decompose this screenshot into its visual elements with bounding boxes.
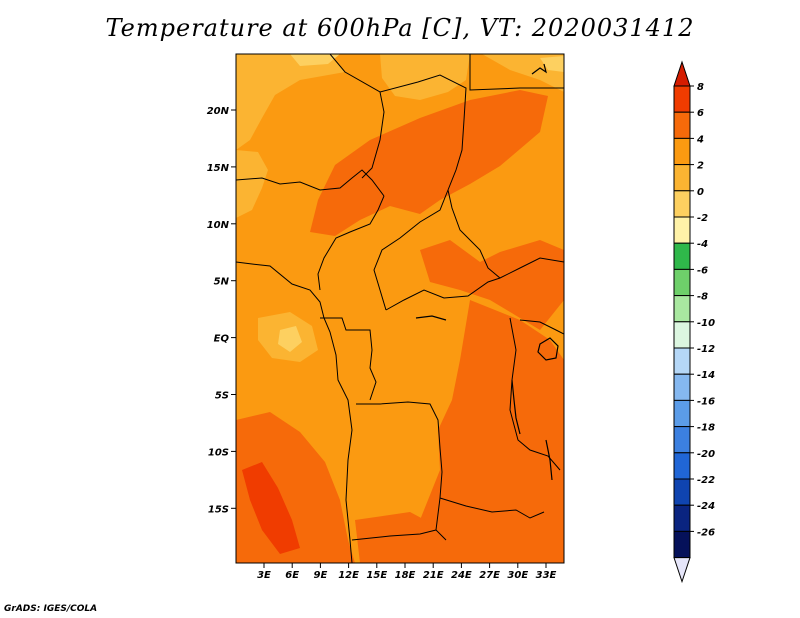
colorbar: 8 6 4 2 0 -2 -4 -6 -8 -10 -12 -14 -16 -18 -20 -22 -24 -26	[673, 60, 715, 584]
map-title: Temperature at 600hPa [C], VT: 202003141…	[105, 14, 695, 42]
colorbar-box	[673, 347, 691, 375]
lon-label: 21E	[423, 570, 444, 581]
colorbar-box	[673, 242, 691, 270]
lon-label: 3E	[257, 570, 271, 581]
map-frame	[235, 53, 565, 564]
field-0-2-north	[236, 54, 345, 150]
border-uganda-kenya	[519, 319, 564, 335]
lat-label: 15N	[207, 163, 230, 174]
field-neg2-0-northeast	[540, 56, 564, 72]
colorbar-box	[673, 164, 691, 192]
border-east-africa-rift	[509, 317, 561, 471]
border-west-africa-sahel	[236, 169, 385, 197]
colorbar-label: -10	[697, 318, 715, 329]
country-borders	[236, 54, 564, 563]
lat-label: 10S	[208, 447, 229, 458]
field-neg2-0-north	[290, 54, 340, 66]
lon-label: 6E	[285, 570, 299, 581]
colorbar-box	[673, 137, 691, 166]
longitude-axis: 3E 6E 9E 12E 15E 18E 21E 24E 27E 30E 33E	[257, 563, 557, 581]
border-zambia	[439, 497, 545, 519]
colorbar-label: -18	[697, 423, 715, 434]
lake-malawi	[545, 439, 553, 481]
colorbar-label: -2	[697, 213, 708, 224]
colorbar-label: -16	[697, 396, 715, 407]
lakes	[415, 63, 559, 481]
colorbar-box	[673, 373, 691, 401]
border-car-drc	[385, 277, 501, 311]
field-4-6-south	[355, 512, 440, 563]
colorbar-box	[673, 321, 691, 349]
lat-label: 5N	[214, 277, 230, 288]
colorbar-label: -4	[697, 239, 708, 250]
colorbar-label: 6	[697, 108, 704, 119]
lon-label: 15E	[366, 570, 387, 581]
colorbar-label: -26	[697, 527, 715, 538]
lake-victoria	[537, 337, 559, 361]
colorbar-box	[673, 399, 691, 428]
colorbar-label: 0	[697, 187, 704, 198]
colorbar-box	[673, 452, 691, 480]
border-angola-drc	[356, 401, 447, 541]
colorbar-label: -6	[697, 265, 708, 276]
coastline	[236, 261, 353, 563]
lon-label: 18E	[395, 570, 416, 581]
colorbar-label: -20	[697, 449, 715, 460]
colorbar-label: -24	[697, 501, 715, 512]
colorbar-label: 4	[696, 134, 704, 145]
colorbar-label: -22	[697, 475, 715, 486]
field-4-6-southeast	[420, 300, 564, 563]
lat-label: 10N	[207, 220, 230, 231]
field-0-2-north-central	[380, 54, 470, 100]
colorbar-label: -12	[697, 344, 715, 355]
lon-label: 12E	[338, 570, 359, 581]
border-chad-car	[373, 189, 449, 311]
lake-tanganyika	[511, 379, 521, 435]
lon-label: 30E	[507, 570, 528, 581]
lat-label: 5S	[215, 391, 229, 402]
border-car-sudan	[447, 189, 564, 279]
colorbar-box	[673, 426, 691, 454]
border-gabon-congo	[320, 317, 377, 401]
field-neg2-0-equator	[278, 326, 302, 352]
colorbar-label: 2	[697, 161, 704, 172]
field-4-6-sahel-band	[310, 90, 548, 236]
lat-label: EQ	[214, 334, 230, 345]
colorbar-box	[673, 478, 691, 506]
border-niger-chad	[379, 74, 467, 191]
colorbar-box	[673, 295, 691, 323]
field-0-2-northwest	[236, 150, 268, 218]
coast-feature	[531, 63, 547, 75]
colorbar-box	[673, 504, 691, 532]
colorbar-min-triangle	[673, 557, 691, 584]
field-0-2-northeast	[482, 54, 564, 92]
temperature-field	[236, 54, 564, 563]
colorbar-label: -14	[697, 370, 715, 381]
colorbar-box	[673, 85, 691, 113]
colorbar-max-triangle	[673, 60, 691, 87]
border-nigeria-cameroon	[317, 195, 385, 291]
field-4-6-central-east	[420, 240, 564, 330]
latitude-axis: 20N 15N 10N 5N EQ 5S 10S 15S	[207, 106, 236, 515]
field-6-8-southwest	[242, 462, 300, 554]
colorbar-label: 8	[697, 82, 704, 93]
lon-label: 24E	[451, 570, 472, 581]
lat-label: 15S	[208, 504, 229, 515]
lon-label: 27E	[479, 570, 500, 581]
colorbar-box	[673, 216, 691, 244]
colorbar-box	[673, 111, 691, 139]
colorbar-box	[673, 530, 691, 559]
colorbar-box	[673, 268, 691, 297]
lat-label: 20N	[207, 106, 230, 117]
colorbar-label: -8	[697, 292, 708, 303]
river-congo-segment	[415, 315, 447, 321]
credit-text: GrADS: IGES/COLA	[4, 604, 98, 614]
border-libya-sudan	[469, 54, 564, 91]
lon-label: 33E	[536, 570, 557, 581]
colorbar-box	[673, 190, 691, 218]
border-niger-mali	[329, 54, 385, 179]
border-angola-namibia	[351, 529, 437, 541]
lon-label: 9E	[314, 570, 328, 581]
